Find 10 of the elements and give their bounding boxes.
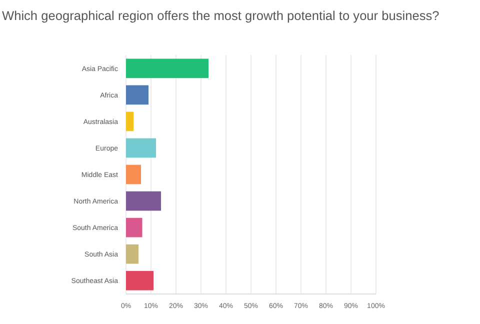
bar (126, 218, 142, 238)
bar (126, 270, 154, 290)
bar (126, 85, 148, 105)
bar (126, 244, 138, 264)
bar (126, 58, 208, 78)
bar (126, 191, 161, 211)
bar (126, 164, 141, 184)
bar (126, 138, 156, 158)
bar (126, 112, 134, 132)
chart-title: Which geographical region offers the most growth potential to your business? (2, 8, 440, 23)
